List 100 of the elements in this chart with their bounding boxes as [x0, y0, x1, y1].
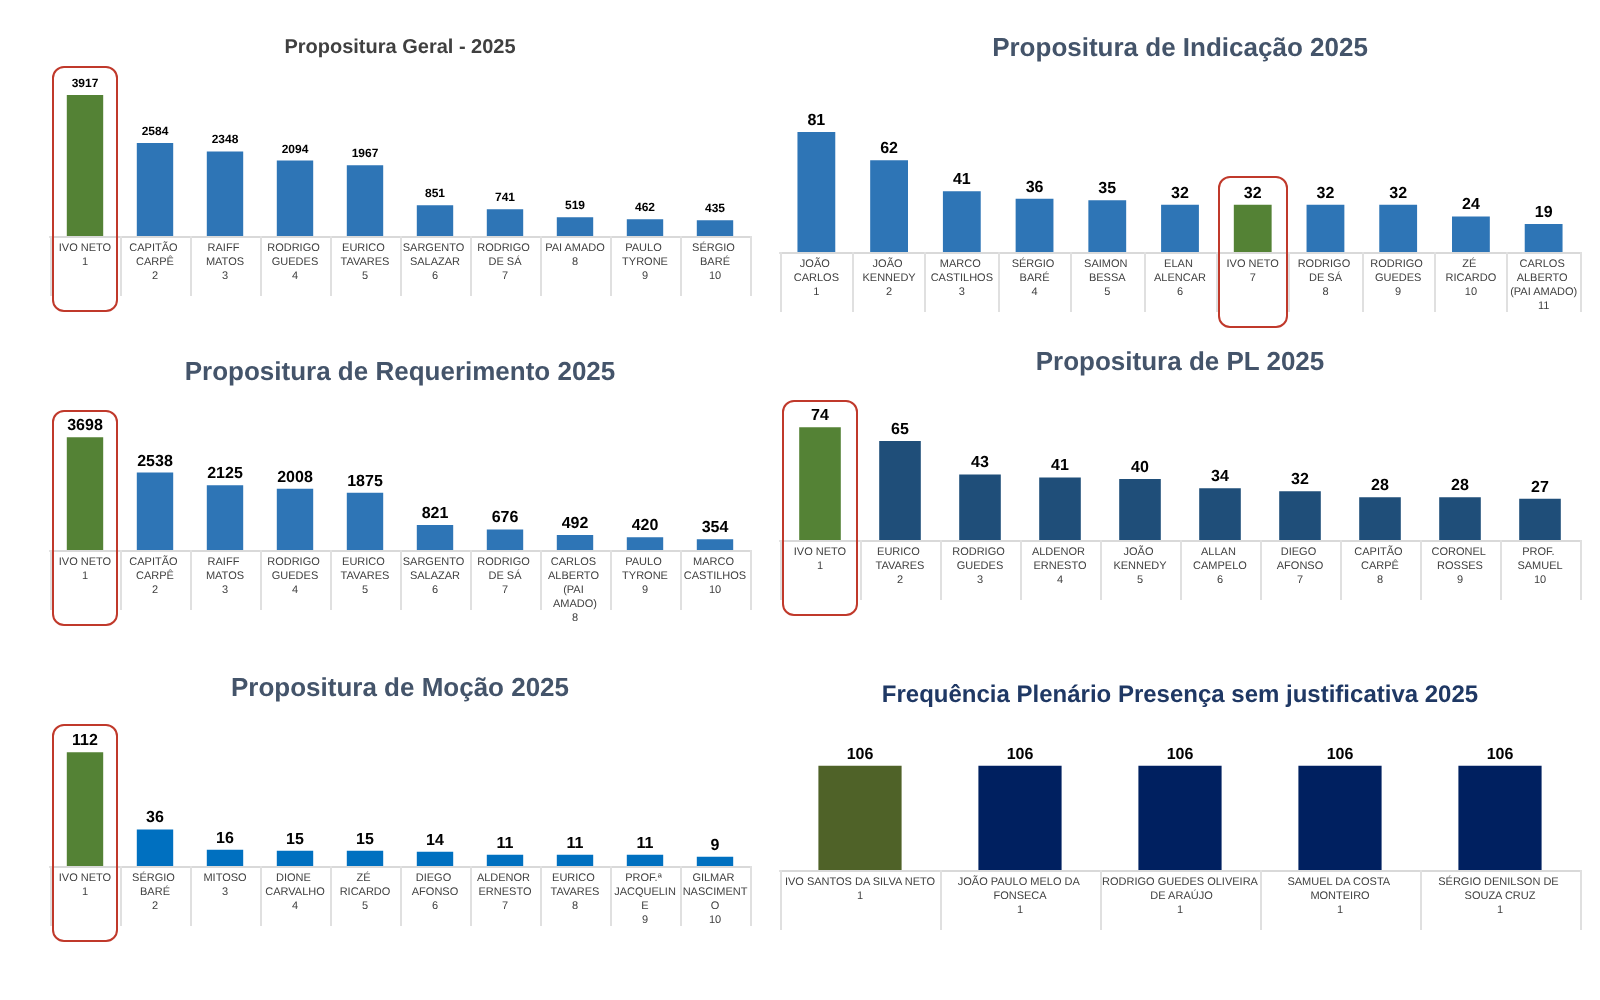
bar [416, 205, 454, 236]
chart-title: Propositura de PL 2025 [1035, 346, 1325, 376]
bar [66, 752, 104, 866]
bar [1119, 479, 1161, 540]
bar [1233, 204, 1272, 252]
bar [276, 160, 314, 236]
bar [486, 529, 524, 550]
data-label: 74 [811, 406, 830, 425]
data-label: 27 [1531, 477, 1550, 496]
data-label: 32 [1171, 183, 1190, 202]
data-label: 28 [1371, 476, 1390, 495]
data-label: 112 [72, 731, 100, 750]
data-label: 2538 [137, 451, 174, 470]
bar [416, 524, 454, 550]
bar [799, 427, 841, 540]
data-label: 16 [216, 828, 235, 847]
bar [556, 534, 594, 550]
data-label: 354 [701, 518, 730, 537]
bar [1088, 200, 1127, 252]
bar [136, 142, 174, 236]
data-label: 106 [1006, 744, 1035, 763]
data-label: 28 [1451, 476, 1470, 495]
bar [556, 854, 594, 866]
bar [626, 854, 664, 866]
data-label: 36 [1025, 177, 1045, 196]
data-label: 36 [146, 808, 165, 827]
data-label: 2125 [207, 464, 244, 483]
data-label: 41 [1051, 456, 1070, 475]
bar [136, 472, 174, 550]
bar [346, 165, 384, 236]
bar [626, 537, 664, 550]
bar [696, 220, 734, 236]
bar [276, 850, 314, 866]
bar [486, 209, 524, 236]
bar [66, 94, 104, 236]
data-label: 41 [952, 170, 972, 189]
data-label: 32 [1243, 183, 1263, 202]
bar [1015, 198, 1054, 252]
bar [206, 485, 244, 550]
bar [276, 488, 314, 550]
bar [206, 151, 244, 236]
data-label: 34 [1211, 467, 1230, 486]
bar [1161, 204, 1199, 252]
data-label: 19 [1534, 202, 1554, 221]
data-label: 106 [846, 744, 875, 763]
chart-title: Frequência Plenário Presença sem justificativa 2025 [881, 680, 1479, 708]
data-label: 24 [1462, 195, 1481, 214]
bar [1379, 204, 1418, 252]
data-label: 420 [631, 516, 660, 535]
bar [1359, 497, 1401, 540]
bar [1279, 491, 1321, 540]
bar [1199, 488, 1241, 540]
bar [66, 437, 104, 550]
bar [346, 492, 384, 550]
data-label: 35 [1098, 179, 1118, 198]
bar [1439, 497, 1481, 540]
data-label: 11 [566, 833, 585, 852]
data-label: 821 [421, 503, 450, 522]
bar [1039, 477, 1081, 540]
data-label: 1875 [347, 471, 384, 490]
bar [556, 217, 594, 236]
bar [879, 440, 921, 540]
bar [136, 829, 174, 866]
chart-title: Propositura de Requerimento 2025 [184, 356, 616, 386]
bar [486, 854, 524, 866]
data-label: 676 [491, 508, 520, 527]
data-label: 106 [1486, 744, 1515, 763]
data-label: 32 [1316, 183, 1336, 202]
data-label: 65 [891, 419, 910, 438]
bar [206, 849, 244, 866]
bar [346, 850, 384, 866]
bar [1306, 204, 1345, 252]
data-label: 15 [356, 829, 375, 848]
data-label: 15 [286, 829, 305, 848]
chart-title: Propositura Geral - 2025 [284, 37, 517, 59]
bar [1524, 223, 1563, 252]
data-label: 106 [1326, 744, 1355, 763]
bar [696, 856, 734, 866]
data-label: 3698 [67, 416, 104, 435]
data-label: 11 [636, 833, 655, 852]
data-label: 43 [971, 453, 990, 472]
bar [1519, 498, 1561, 540]
data-label: 9 [710, 835, 721, 854]
bar [797, 132, 836, 252]
data-label: 106 [1166, 744, 1195, 763]
data-label: 32 [1389, 183, 1409, 202]
data-label: 492 [561, 513, 590, 532]
bar [416, 851, 454, 866]
bar [870, 160, 908, 252]
data-label: 2008 [277, 467, 314, 486]
bar [959, 474, 1001, 540]
bar [696, 539, 734, 550]
chart-title: Propositura de Indicação 2025 [992, 32, 1368, 62]
data-label: 81 [807, 111, 827, 130]
chart-title: Propositura de Moção 2025 [230, 672, 570, 702]
data-label: 62 [880, 139, 900, 158]
bar [626, 219, 664, 236]
data-label: 14 [426, 830, 445, 849]
data-label: 11 [496, 833, 515, 852]
bar [942, 191, 981, 252]
